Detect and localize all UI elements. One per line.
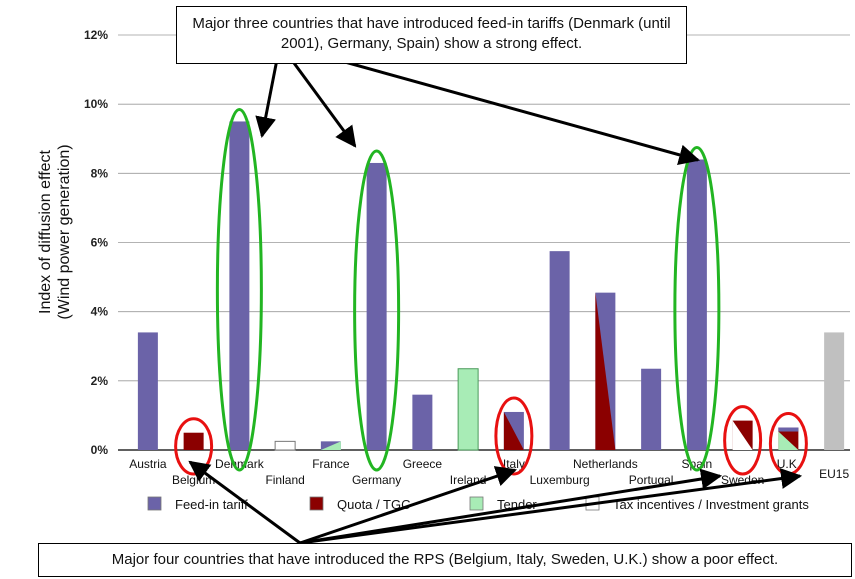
annotation-arrow [299, 468, 723, 545]
y-tick-label: 10% [84, 97, 108, 111]
bar-austria [137, 332, 158, 450]
x-tick-label: Portugal [629, 473, 674, 487]
y-axis-label: Index of diffusion effect (Wind power gen… [37, 144, 73, 319]
x-tick-label: Finland [265, 473, 304, 487]
y-tick-label: 8% [91, 166, 109, 180]
x-tick-label: U.K. [777, 457, 800, 471]
legend-label: Tax incentives / Investment grants [613, 497, 809, 512]
x-tick-label: Denmark [215, 457, 265, 471]
x-tick-label: Germany [352, 473, 401, 487]
annotation-poor-effect: Major four countries that have introduce… [38, 543, 852, 577]
y-axis-ticks: 0% 2% 4% 6% 8% 10% 12% [84, 28, 108, 457]
legend-label: Quota / TGC [337, 497, 410, 512]
bar-eu15 [824, 332, 845, 450]
y-tick-label: 2% [91, 374, 109, 388]
bar-finland [274, 440, 296, 451]
bar-germany [366, 162, 387, 451]
x-tick-label: Greece [403, 457, 443, 471]
bar-sweden-white-part [732, 420, 753, 450]
annotation-strong-effect: Major three countries that have introduc… [176, 6, 687, 64]
bar-france-tender-part [320, 441, 341, 450]
x-tick-label: Luxemburg [530, 473, 590, 487]
x-tick-label: France [312, 457, 350, 471]
bar-netherlands-quota-part [595, 292, 616, 450]
bar-u-k-tender-part [778, 431, 799, 450]
highlight-ellipses [174, 107, 808, 476]
legend-swatch [469, 496, 484, 511]
bar-belgium [183, 432, 204, 450]
bar-italy-quota-part [503, 411, 524, 450]
annotation-poor-text: Major four countries that have introduce… [111, 551, 779, 568]
bar-spain [686, 159, 707, 450]
grid-lines [118, 34, 850, 451]
bar-greece [412, 394, 433, 450]
y-axis-label-line2: (Wind power generation) [56, 144, 73, 319]
bar-luxemburg [549, 251, 570, 450]
bar-france [320, 441, 341, 450]
annotation-strong-text: Major three countries that have introduc… [192, 15, 671, 52]
x-tick-label: Netherlands [573, 457, 638, 471]
legend-swatch [309, 496, 324, 511]
bar-ireland [457, 368, 479, 451]
annotation-arrow [299, 468, 803, 545]
bar-portugal [641, 368, 662, 450]
y-tick-label: 12% [84, 28, 108, 42]
bar-denmark [229, 121, 250, 450]
bars [137, 121, 845, 451]
highlight-poor-ellipse [723, 405, 763, 476]
bar-u-k-top-part [778, 427, 799, 432]
annotation-arrow [188, 460, 301, 545]
highlight-strong-ellipse [215, 107, 263, 472]
y-tick-label: 6% [91, 236, 109, 250]
annotation-arrow [299, 466, 517, 545]
annotation-arrows [188, 42, 803, 545]
x-tick-label: Austria [129, 457, 167, 471]
highlight-strong-ellipse [353, 149, 401, 472]
y-tick-label: 0% [91, 443, 109, 457]
x-tick-label: EU15 [819, 467, 849, 481]
y-axis-label-line1: Index of diffusion effect [37, 149, 54, 314]
y-tick-label: 4% [91, 305, 109, 319]
legend-label: Feed-in tariff [175, 497, 248, 512]
legend-swatch [147, 496, 162, 511]
